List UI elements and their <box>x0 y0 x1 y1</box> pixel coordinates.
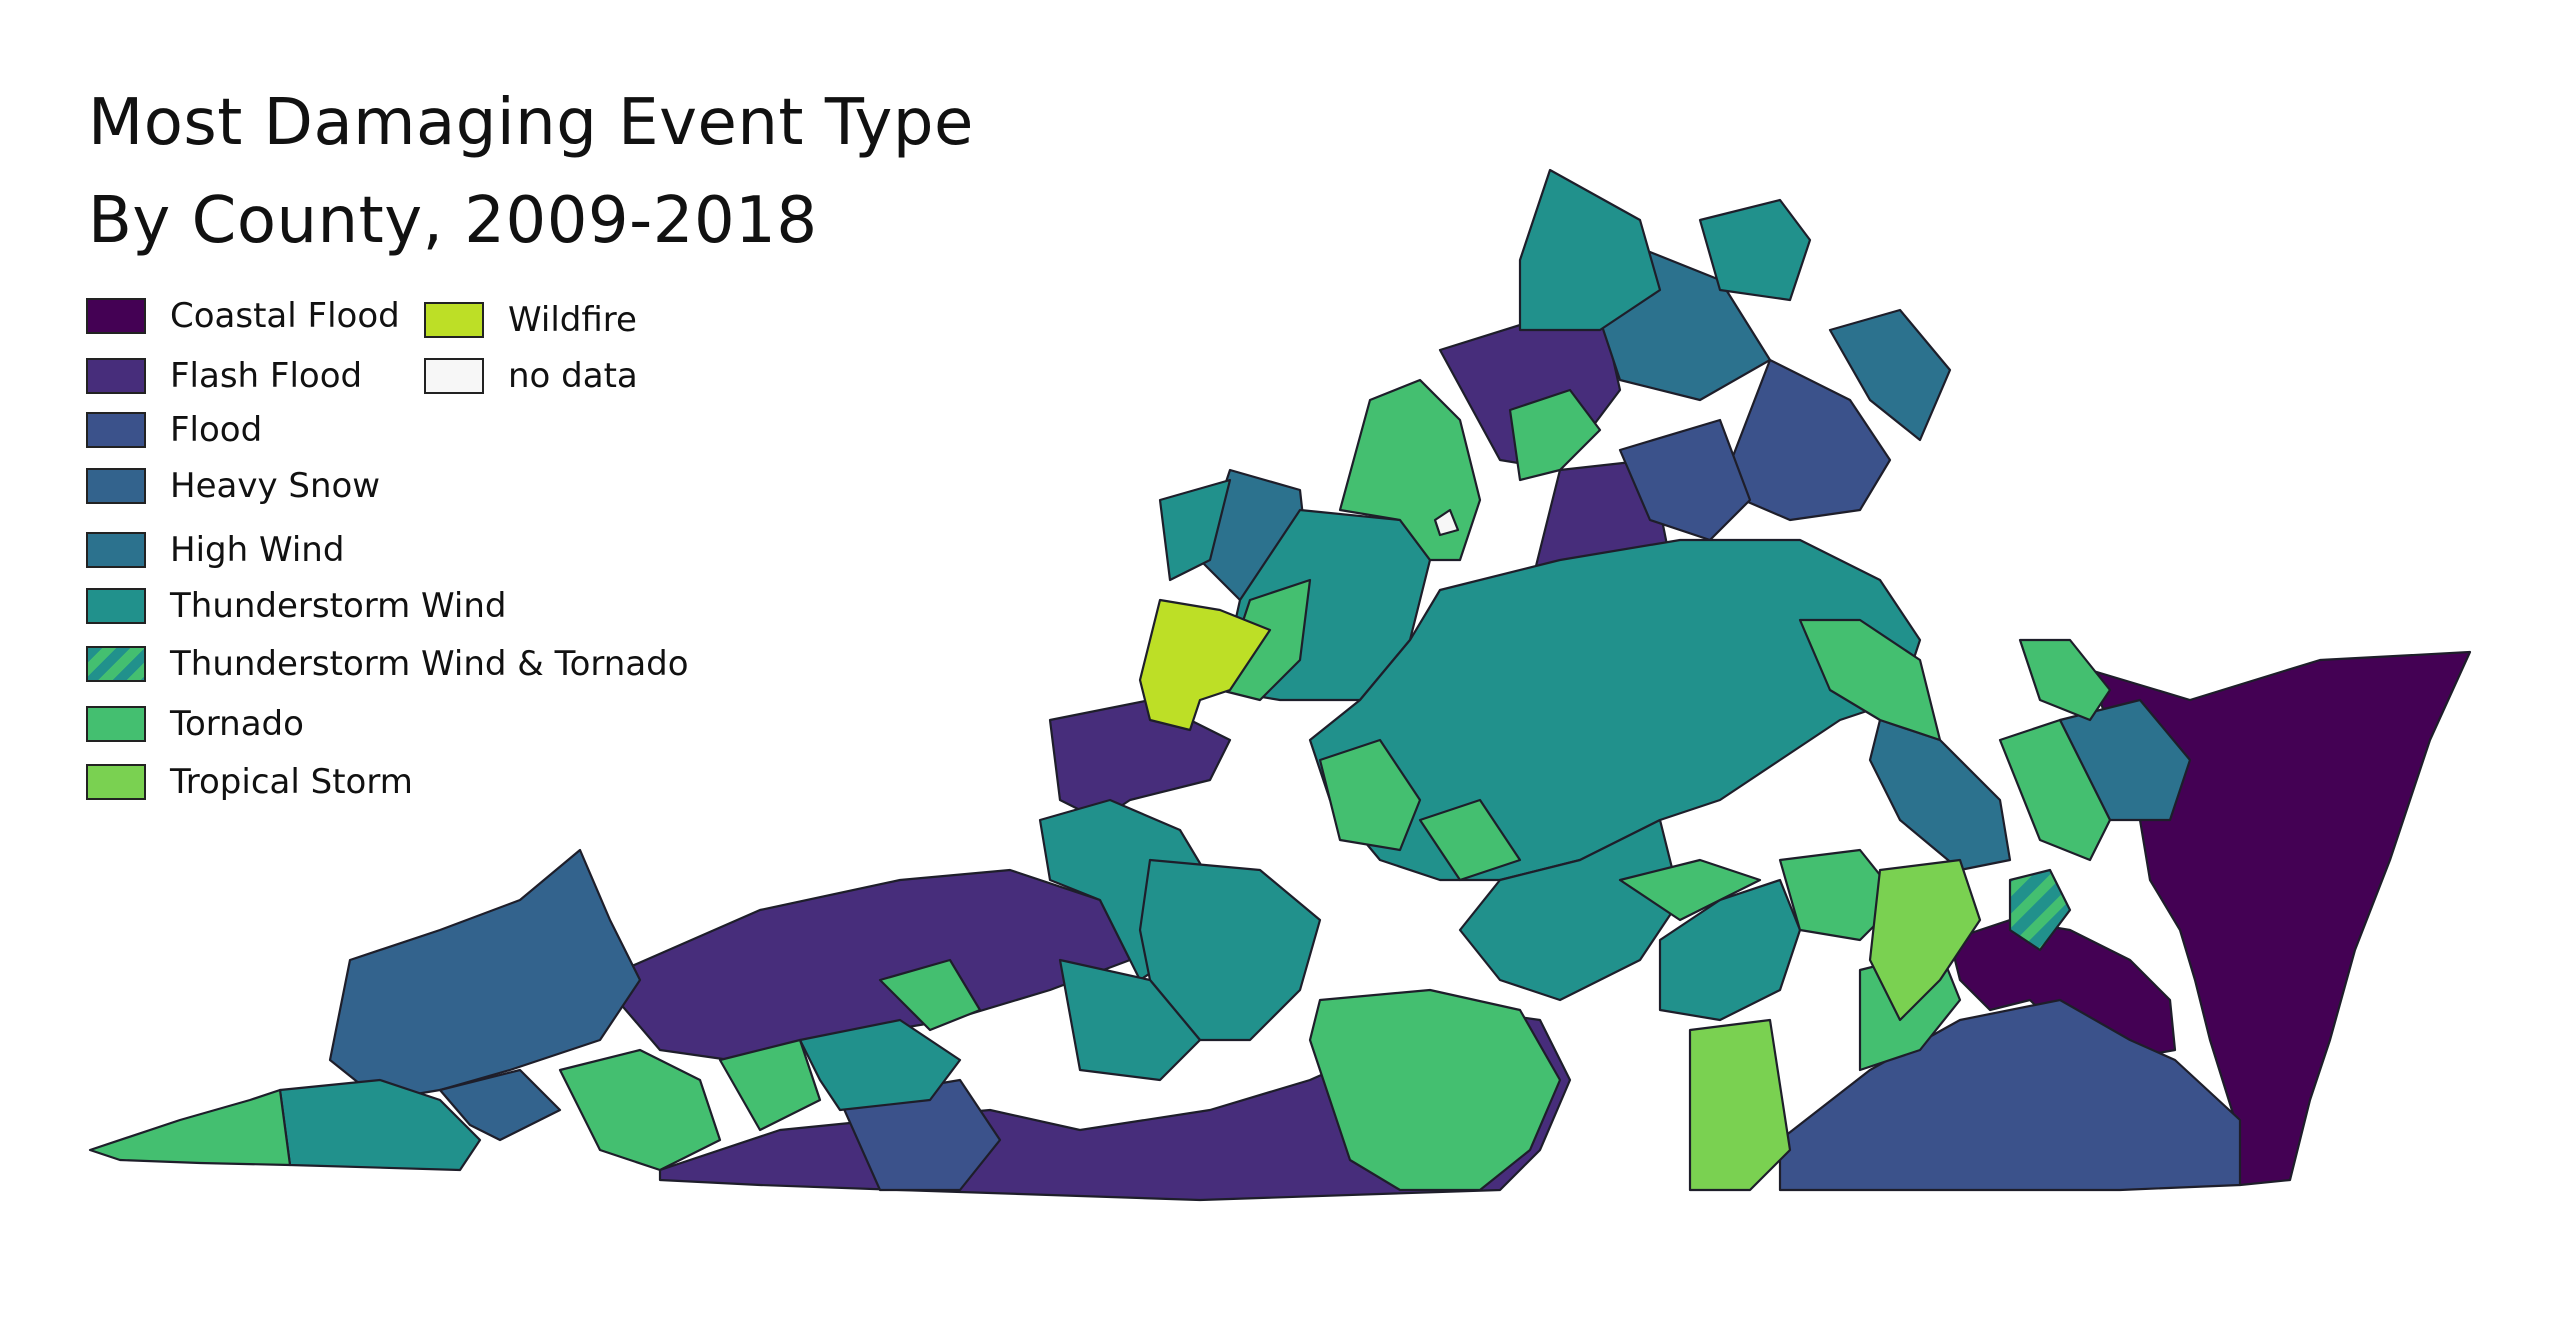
county-region-high-wind <box>1868 718 2012 872</box>
county-region-thunderstorm-wind-tornado <box>2008 868 2072 952</box>
legend-swatch-heavy-snow <box>86 468 146 504</box>
legend-swatch-coastal-flood <box>86 298 146 334</box>
legend-swatch-tropical-storm <box>86 764 146 800</box>
county-region-high-wind <box>1828 308 1952 442</box>
county-region-tornado <box>718 1038 822 1132</box>
legend-swatch-flash-flood <box>86 358 146 394</box>
county-region-tornado <box>1318 738 1422 852</box>
legend-swatch-wildfire <box>424 302 484 338</box>
legend-swatch-thunderstorm-wind-tornado <box>86 646 146 682</box>
legend-swatch-tornado <box>86 706 146 742</box>
legend-item-tropical-storm: Tropical Storm <box>86 762 413 802</box>
title-line-1: Most Damaging Event Type <box>88 86 974 160</box>
legend-label-tornado: Tornado <box>170 704 304 744</box>
county-region-no-data <box>1433 508 1460 537</box>
legend-swatch-high-wind <box>86 532 146 568</box>
legend-swatch-no-data <box>424 358 484 394</box>
county-region-thunderstorm-wind <box>1058 958 1202 1082</box>
county-region-thunderstorm-wind <box>1158 478 1232 582</box>
legend-item-tornado: Tornado <box>86 704 304 744</box>
county-region-thunderstorm-wind <box>1458 818 1682 1002</box>
legend-label-flood: Flood <box>170 410 263 450</box>
county-region-thunderstorm-wind <box>798 1018 962 1112</box>
county-region-tornado <box>558 1048 722 1172</box>
county-region-tornado <box>1508 388 1602 482</box>
legend-label-flash-flood: Flash Flood <box>170 356 363 396</box>
county-region-flood <box>1778 998 2242 1192</box>
county-region-tornado <box>1308 988 1562 1192</box>
county-region-flash-flood <box>1048 698 1232 822</box>
legend-label-thunderstorm-wind-tornado: Thunderstorm Wind & Tornado <box>170 644 689 684</box>
legend-swatch-flood <box>86 412 146 448</box>
county-region-thunderstorm-wind <box>1308 538 1922 882</box>
legend-label-wildfire: Wildfire <box>508 300 637 340</box>
legend-item-no-data: no data <box>424 356 638 396</box>
county-region-coastal-flood <box>2088 650 2472 1187</box>
county-region-tornado <box>2018 638 2112 722</box>
map-title: Most Damaging Event Type By County, 2009… <box>88 74 974 270</box>
legend-item-thunderstorm-wind-tornado: Thunderstorm Wind & Tornado <box>86 644 689 684</box>
legend-item-wildfire: Wildfire <box>424 300 637 340</box>
county-region-heavy-snow <box>438 1068 562 1142</box>
county-region-flood <box>1618 418 1752 542</box>
legend-item-coastal-flood: Coastal Flood <box>86 296 400 336</box>
legend-label-no-data: no data <box>508 356 638 396</box>
county-region-tornado <box>1418 798 1522 882</box>
county-region-heavy-snow <box>328 848 642 1102</box>
county-region-thunderstorm-wind <box>1518 168 1662 332</box>
legend-item-flash-flood: Flash Flood <box>86 356 362 396</box>
legend-label-coastal-flood: Coastal Flood <box>170 296 400 336</box>
legend: Coastal Flood Flash Flood Flood Heavy Sn… <box>86 296 786 816</box>
county-region-tornado <box>1618 858 1762 922</box>
legend-label-high-wind: High Wind <box>170 530 345 570</box>
title-line-2: By County, 2009-2018 <box>88 184 818 258</box>
legend-label-heavy-snow: Heavy Snow <box>170 466 381 506</box>
legend-item-heavy-snow: Heavy Snow <box>86 466 380 506</box>
legend-item-flood: Flood <box>86 410 262 450</box>
legend-label-thunderstorm-wind: Thunderstorm Wind <box>170 586 507 626</box>
county-region-wildfire <box>1138 598 1272 732</box>
county-region-thunderstorm-wind <box>1658 878 1802 1022</box>
county-region-thunderstorm-wind <box>1138 858 1322 1042</box>
county-region-tropical-storm <box>1868 858 1982 1022</box>
legend-label-tropical-storm: Tropical Storm <box>170 762 413 802</box>
county-regions <box>88 168 2472 1202</box>
legend-swatch-thunderstorm-wind <box>86 588 146 624</box>
legend-item-high-wind: High Wind <box>86 530 344 570</box>
county-region-tornado <box>1798 618 1942 742</box>
county-region-tornado <box>878 958 982 1032</box>
county-region-tropical-storm <box>1688 1018 1792 1192</box>
county-region-thunderstorm-wind <box>1698 198 1812 302</box>
county-region-tornado <box>88 1088 292 1167</box>
legend-item-thunderstorm-wind: Thunderstorm Wind <box>86 586 507 626</box>
county-region-tornado <box>1998 718 2112 862</box>
